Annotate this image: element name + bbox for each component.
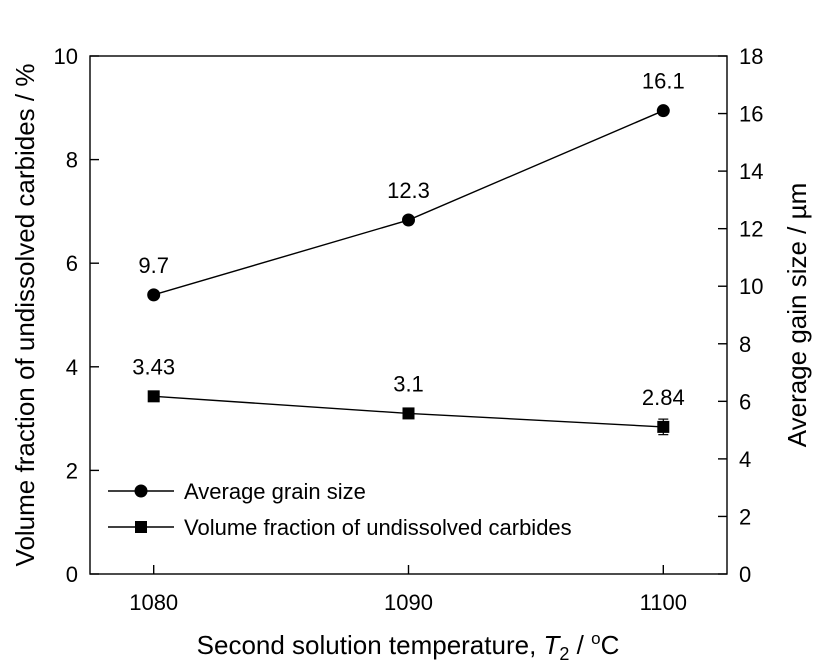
legend-marker-carbide-fraction bbox=[135, 521, 147, 533]
series-layer: 9.7 12.3 16.1 3.43 3.1 2.84 bbox=[132, 69, 685, 436]
left-tick-label: 8 bbox=[66, 148, 78, 173]
x-axis-label-symbol: T bbox=[544, 630, 562, 660]
right-tick-label: 18 bbox=[739, 44, 763, 69]
legend-label-carbide-fraction: Volume fraction of undissolved carbides bbox=[184, 515, 572, 540]
left-tick-label: 6 bbox=[66, 251, 78, 276]
right-tick-label: 0 bbox=[739, 562, 751, 587]
grain-size-data-label: 9.7 bbox=[138, 253, 169, 278]
x-tick-label: 1100 bbox=[640, 590, 687, 615]
x-axis-ticks: 1080 1090 1100 bbox=[129, 565, 687, 615]
right-tick-label: 10 bbox=[739, 274, 763, 299]
x-axis-label: Second solution temperature, T2 / oC bbox=[197, 629, 620, 664]
x-tick-label: 1090 bbox=[384, 590, 433, 615]
grain-size-point bbox=[656, 104, 670, 118]
y-axis-label-left: Volume fraction of undissolved carbides … bbox=[10, 64, 40, 567]
grain-size-point bbox=[402, 213, 415, 227]
left-tick-label: 10 bbox=[54, 44, 78, 69]
right-tick-label: 4 bbox=[739, 447, 751, 472]
left-tick-label: 0 bbox=[66, 562, 78, 587]
x-axis-label-slash: / bbox=[569, 630, 591, 660]
legend-marker-grain-size bbox=[134, 484, 148, 498]
right-tick-label: 16 bbox=[739, 102, 763, 127]
left-tick-label: 4 bbox=[66, 355, 78, 380]
x-axis-label-prefix: Second solution temperature, bbox=[197, 630, 544, 660]
carbide-fraction-point bbox=[402, 407, 415, 420]
carbide-fraction-data-label: 3.1 bbox=[393, 371, 424, 396]
x-axis-label-unit: C bbox=[601, 630, 620, 660]
y-axis-label-right: Average gain size / µm bbox=[782, 183, 812, 448]
right-axis-ticks: 0 2 4 6 8 10 12 14 16 18 bbox=[718, 44, 763, 587]
right-tick-label: 14 bbox=[739, 159, 763, 184]
legend: Average grain size Volume fraction of und… bbox=[108, 479, 572, 540]
carbide-fraction-data-label: 3.43 bbox=[132, 354, 175, 379]
grain-size-data-label: 12.3 bbox=[387, 178, 430, 203]
grain-size-point bbox=[147, 288, 161, 302]
right-tick-label: 6 bbox=[739, 389, 751, 414]
right-tick-label: 8 bbox=[739, 332, 751, 357]
carbide-fraction-point bbox=[147, 390, 160, 403]
left-axis-ticks: 0 2 4 6 8 10 bbox=[54, 44, 99, 587]
right-tick-label: 2 bbox=[739, 504, 751, 529]
x-axis-label-degree: o bbox=[591, 629, 600, 648]
carbide-fraction-data-label: 2.84 bbox=[642, 385, 685, 410]
x-axis-label-subscript: 2 bbox=[559, 644, 569, 664]
left-tick-label: 2 bbox=[66, 458, 78, 483]
right-tick-label: 12 bbox=[739, 217, 763, 242]
grain-size-data-label: 16.1 bbox=[642, 69, 685, 94]
legend-label-grain-size: Average grain size bbox=[184, 479, 366, 504]
carbide-fraction-point bbox=[657, 420, 670, 433]
x-tick-label: 1080 bbox=[129, 590, 178, 615]
